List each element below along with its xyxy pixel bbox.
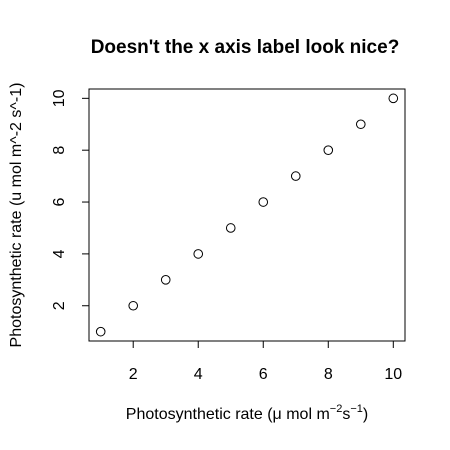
data-point — [355, 119, 366, 130]
data-point — [323, 145, 334, 155]
data-point — [95, 326, 106, 337]
x-axis-label: Photosynthetic rate (μ mol m−2s−1) — [126, 403, 368, 423]
data-point — [290, 171, 301, 181]
x-tick-label: 8 — [324, 366, 333, 383]
data-point — [193, 249, 204, 259]
y-tick-label: 4 — [51, 249, 68, 258]
y-tick-label: 2 — [51, 301, 68, 310]
data-point — [128, 300, 139, 311]
y-tick-label: 10 — [51, 89, 68, 107]
data-point — [388, 93, 399, 104]
x-tick-label: 2 — [129, 366, 138, 383]
y-tick-label: 6 — [51, 197, 68, 206]
x-tick-label: 4 — [194, 366, 203, 383]
x-axis: 2 4 6 8 10 — [129, 340, 402, 383]
y-axis: 2 4 6 8 10 — [51, 89, 90, 310]
data-point — [225, 223, 236, 233]
chart-title: Doesn't the x axis label look nice? — [91, 37, 400, 58]
data-points — [95, 93, 399, 337]
x-tick-label: 10 — [384, 366, 402, 383]
data-point — [160, 275, 171, 285]
y-tick-label: 8 — [51, 146, 68, 155]
data-point — [258, 197, 269, 207]
x-tick-label: 6 — [259, 366, 268, 383]
y-axis-label: Photosynthetic rate (u mol m^-2 s^-1) — [8, 83, 25, 348]
